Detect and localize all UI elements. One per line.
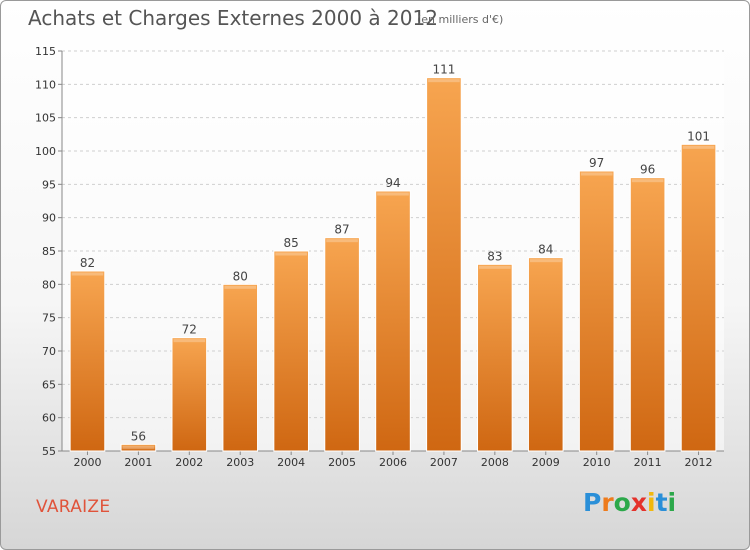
data-label: 111 — [432, 63, 455, 77]
bars — [69, 77, 717, 452]
x-tick-label: 2010 — [583, 456, 611, 469]
x-tick-label: 2008 — [481, 456, 509, 469]
bar-highlight — [71, 272, 104, 276]
bar-2009 — [527, 257, 564, 452]
bar-highlight — [173, 339, 206, 343]
bar-2010 — [578, 170, 615, 452]
data-label: 96 — [640, 163, 655, 177]
x-tick-label: 2001 — [124, 456, 152, 469]
bar-2011 — [629, 177, 666, 452]
y-tick-label: 80 — [42, 278, 56, 291]
bar-2003 — [222, 283, 259, 452]
commune-name: VARAIZE — [36, 497, 111, 517]
x-tick-label: 2007 — [430, 456, 458, 469]
bar-2001 — [120, 443, 157, 452]
y-tick-label: 70 — [42, 345, 56, 358]
x-tick-label: 2009 — [532, 456, 560, 469]
logo-letter: r — [601, 488, 614, 517]
chart-subtitle: (en milliers d'€) — [417, 13, 504, 26]
x-tick-label: 2002 — [175, 456, 203, 469]
bar-2006 — [375, 190, 411, 452]
chart-title: Achats et Charges Externes 2000 à 2012 — [28, 6, 438, 30]
bar-highlight — [326, 239, 358, 243]
y-tick-label: 95 — [42, 178, 56, 191]
data-label: 84 — [538, 243, 553, 257]
data-label: 87 — [334, 223, 349, 237]
y-tick-label: 90 — [42, 212, 56, 225]
data-label: 80 — [233, 269, 248, 283]
y-tick-label: 75 — [42, 312, 56, 325]
x-tick-label: 2006 — [379, 456, 407, 469]
y-tick-label: 60 — [42, 412, 56, 425]
bar-2000 — [69, 270, 106, 452]
y-tick-label: 105 — [35, 112, 56, 125]
proxiti-logo[interactable]: Proxiti — [583, 488, 676, 517]
y-tick-label: 100 — [35, 145, 56, 158]
bar-2008 — [477, 263, 513, 452]
y-tick-label: 55 — [42, 445, 56, 458]
x-tick-label: 2012 — [685, 456, 713, 469]
x-tick-label: 2003 — [226, 456, 254, 469]
data-label: 82 — [80, 256, 95, 270]
bar-highlight — [682, 145, 715, 149]
data-label: 72 — [182, 323, 197, 337]
x-tick-label: 2011 — [634, 456, 662, 469]
y-tick-label: 65 — [42, 378, 56, 391]
data-label: 85 — [284, 236, 299, 250]
y-tick-label: 115 — [35, 45, 56, 58]
bar-2007 — [426, 77, 462, 452]
data-label: 94 — [385, 176, 400, 190]
bar-highlight — [631, 179, 664, 183]
data-label: 101 — [687, 129, 710, 143]
logo-letter: x — [630, 488, 647, 517]
bar-highlight — [479, 265, 511, 269]
bar-2004 — [273, 250, 309, 452]
x-tick-label: 2005 — [328, 456, 356, 469]
bar-highlight — [529, 259, 562, 263]
bar-2002 — [171, 337, 208, 452]
logo-letter: t — [655, 488, 668, 517]
y-tick-label: 110 — [35, 78, 56, 91]
data-label: 97 — [589, 156, 604, 170]
logo-letter: o — [613, 488, 631, 517]
bar-highlight — [122, 445, 155, 449]
logo-letter: i — [667, 488, 677, 517]
x-tick-label: 2004 — [277, 456, 305, 469]
bar-2005 — [324, 237, 360, 452]
labels: 55 60 65 70 75 80 85 90 95 100 105 110 115 82 2000 56 20… — [35, 45, 713, 469]
y-tick-label: 85 — [42, 245, 56, 258]
bar-highlight — [580, 172, 613, 176]
data-label: 83 — [487, 249, 502, 263]
bar-2012 — [680, 143, 717, 452]
x-tick-label: 2000 — [73, 456, 101, 469]
bar-highlight — [377, 192, 409, 196]
bar-highlight — [428, 79, 460, 83]
logo-letter: P — [583, 488, 602, 517]
data-label: 56 — [131, 429, 146, 443]
logo-letter: i — [647, 488, 656, 517]
bar-highlight — [224, 285, 257, 289]
bar-highlight — [275, 252, 307, 256]
